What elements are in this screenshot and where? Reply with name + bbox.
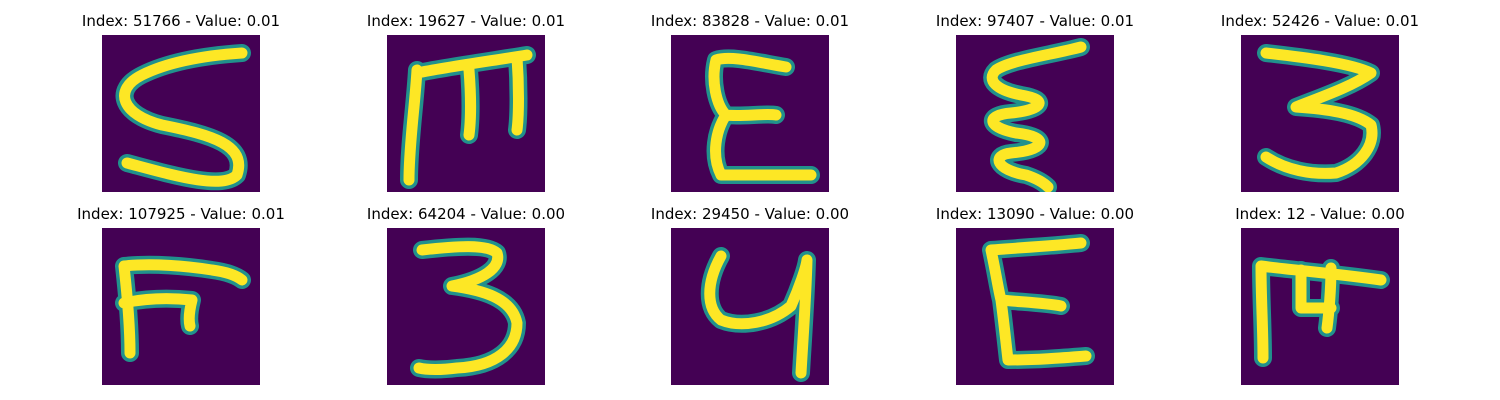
panel-title: Index: 13090 - Value: 0.00 bbox=[935, 205, 1135, 223]
digit-image bbox=[102, 228, 260, 385]
glyph-z-wave bbox=[983, 38, 1090, 192]
panel-title: Index: 83828 - Value: 0.01 bbox=[650, 12, 850, 30]
digit-image bbox=[956, 228, 1114, 385]
panel-title: Index: 29450 - Value: 0.00 bbox=[650, 205, 850, 223]
glyph-e bbox=[705, 49, 820, 185]
digit-image bbox=[1241, 228, 1399, 385]
glyph-s bbox=[115, 44, 251, 191]
panel-title: Index: 97407 - Value: 0.01 bbox=[935, 12, 1135, 30]
glyph-three bbox=[1257, 44, 1381, 183]
digit-image bbox=[387, 35, 545, 192]
glyph-f-hook bbox=[115, 255, 251, 362]
panel-title: Index: 64204 - Value: 0.00 bbox=[366, 205, 566, 223]
panel-title: Index: 19627 - Value: 0.01 bbox=[366, 12, 566, 30]
digit-image bbox=[956, 35, 1114, 192]
glyph-three bbox=[410, 237, 526, 379]
digit-image bbox=[671, 35, 829, 192]
panel-title: Index: 51766 - Value: 0.01 bbox=[81, 12, 281, 30]
digit-image bbox=[671, 228, 829, 385]
digit-image bbox=[102, 35, 260, 192]
glyph-e bbox=[982, 234, 1095, 369]
glyph-m bbox=[400, 46, 536, 189]
panel-title: Index: 52426 - Value: 0.01 bbox=[1220, 12, 1420, 30]
digit-image bbox=[387, 228, 545, 385]
digit-image bbox=[1241, 35, 1399, 192]
glyph-y bbox=[700, 247, 816, 382]
panel-title: Index: 107925 - Value: 0.01 bbox=[77, 205, 285, 223]
glyph-t bbox=[1252, 257, 1390, 367]
panel-title: Index: 12 - Value: 0.00 bbox=[1235, 205, 1405, 223]
